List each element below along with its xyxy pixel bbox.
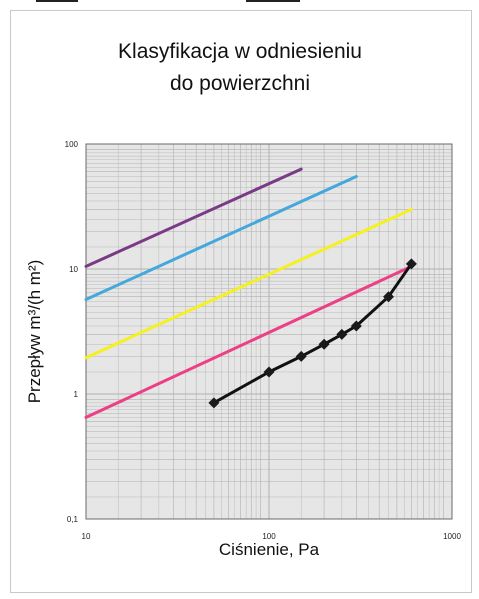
y-tick-label: 100 bbox=[65, 140, 79, 149]
y-tick-labels: 0,1 1 10 100 bbox=[65, 140, 79, 524]
y-tick-label: 10 bbox=[69, 265, 78, 274]
chart-title-line-1: Klasyfikacja w odniesieniu bbox=[118, 40, 362, 63]
data-point-marker bbox=[295, 350, 307, 362]
top-edge-mark-left bbox=[36, 0, 78, 2]
data-point-marker bbox=[350, 320, 362, 332]
x-axis-label: Ciśnienie, Pa bbox=[219, 540, 320, 559]
series-line-5 bbox=[212, 262, 413, 405]
x-tick-labels: 10 100 1000 bbox=[82, 532, 462, 541]
data-point-marker bbox=[383, 291, 395, 303]
series-layer bbox=[84, 167, 417, 419]
data-point-marker bbox=[263, 366, 275, 378]
top-edge-mark-right bbox=[246, 0, 300, 2]
y-tick-label: 1 bbox=[74, 390, 79, 399]
chart-title-line-2: do powierzchni bbox=[169, 72, 311, 95]
series-line-3 bbox=[84, 207, 413, 360]
series-line-1 bbox=[84, 167, 303, 268]
series-line-4 bbox=[84, 264, 413, 419]
y-axis-label: Przepływ m³/(h m²) bbox=[25, 260, 44, 404]
y-tick-label: 0,1 bbox=[67, 515, 79, 524]
x-tick-label: 100 bbox=[262, 532, 276, 541]
data-point-marker bbox=[318, 338, 330, 350]
x-tick-label: 1000 bbox=[443, 532, 461, 541]
plot-border bbox=[85, 143, 453, 520]
data-point-marker bbox=[208, 397, 220, 409]
data-point-marker bbox=[336, 328, 348, 340]
chart-title: Klasyfikacja w odniesieniu do powierzchn… bbox=[20, 36, 460, 100]
series-line-2 bbox=[84, 175, 358, 301]
data-point-marker bbox=[405, 258, 417, 270]
x-tick-label: 10 bbox=[82, 532, 91, 541]
